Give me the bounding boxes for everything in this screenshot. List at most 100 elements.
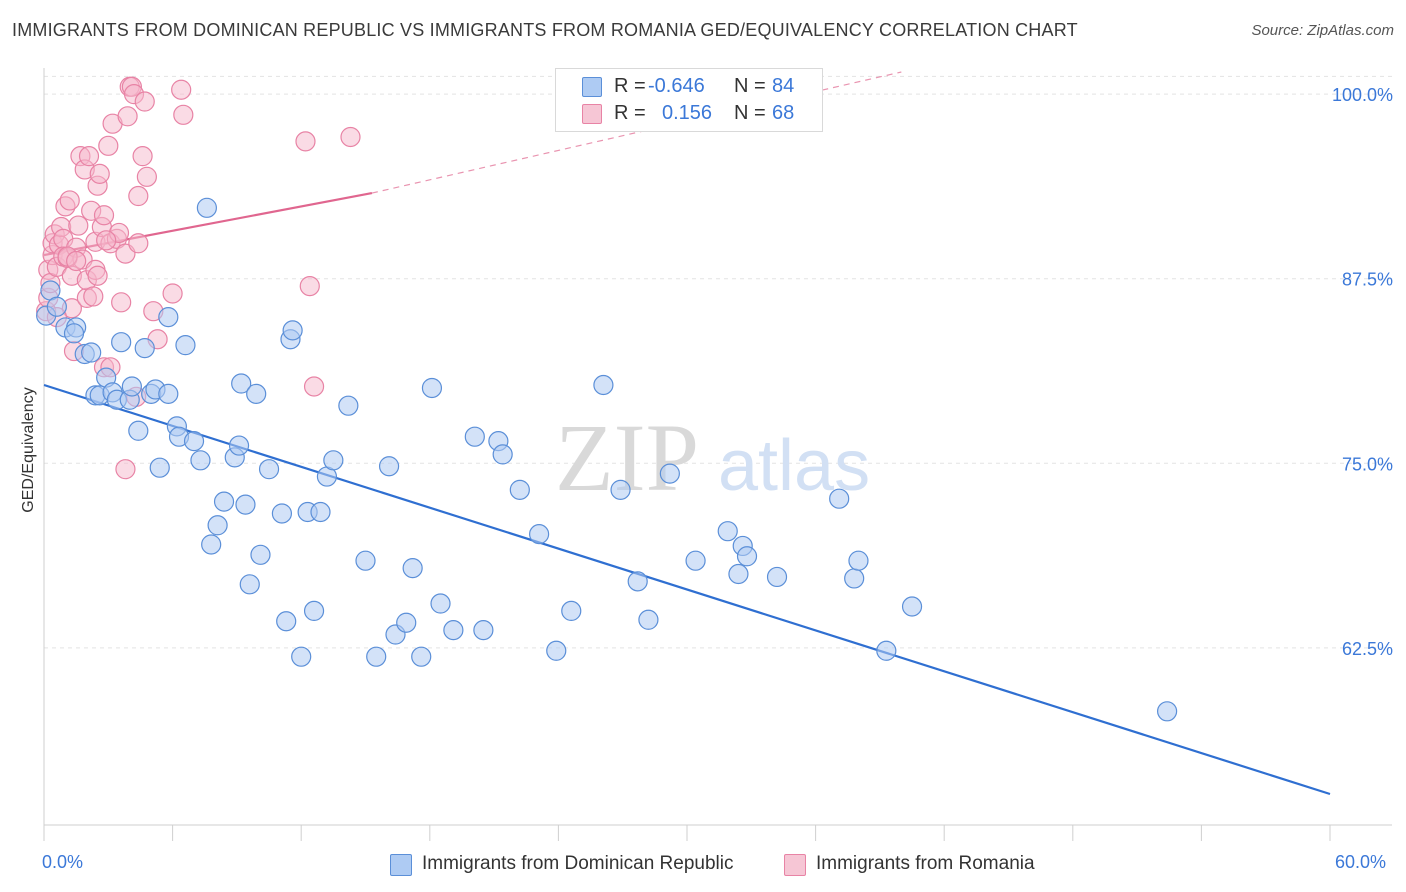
y-tick-labels: 62.5% 75.0% 87.5% 100.0%: [1332, 85, 1393, 659]
romania-point-44: [115, 459, 136, 480]
dominican-point-67: [546, 640, 567, 661]
stats-row-romania: R = 0.156 N = 68: [556, 100, 822, 126]
dominican-point-26: [183, 431, 205, 452]
dominican-point-27: [190, 450, 211, 471]
dominican-point-72: [638, 609, 659, 630]
y-tick-label-3: 100.0%: [1332, 85, 1393, 105]
gridlines: [44, 75, 1392, 649]
dominican-point-66: [529, 524, 550, 545]
romania-point-31: [87, 265, 108, 286]
romania-point-32: [89, 163, 110, 184]
dominican-point-76: [728, 563, 749, 585]
dominican-point-20: [149, 457, 170, 478]
blue-swatch-icon: [390, 854, 412, 876]
dominican-point-70: [610, 479, 631, 500]
dominican-point-80: [829, 488, 850, 509]
dominican-point-25: [175, 335, 196, 356]
dominican-point-82: [848, 550, 869, 571]
dominican-point-17: [134, 338, 155, 359]
x-tick-label-min: 0.0%: [42, 852, 84, 872]
dominican-point-59: [430, 593, 451, 614]
dominican-point-30: [207, 515, 228, 536]
source-credit: Source: ZipAtlas.com: [1251, 22, 1394, 39]
romania-point-25: [78, 146, 100, 167]
dominican-point-58: [421, 377, 443, 399]
dominican-point-51: [355, 550, 376, 571]
dominican-point-75: [717, 521, 738, 542]
dominican-point-38: [250, 544, 271, 565]
dominican-point-50: [338, 395, 359, 416]
romania-point-57: [162, 283, 183, 304]
dominican-point-5: [63, 323, 85, 344]
dominican-point-73: [659, 463, 680, 484]
legend-label: Immigrants from Dominican Republic: [422, 853, 734, 874]
dominican-point-21: [158, 383, 179, 404]
romania-point-54: [136, 166, 157, 187]
chart-title: IMMIGRANTS FROM DOMINICAN REPUBLIC VS IM…: [12, 20, 1078, 40]
x-tick-label-max: 60.0%: [1335, 852, 1387, 872]
legend-label: Immigrants from Romania: [816, 853, 1035, 874]
stats-box: R = -0.646 N = 84 R = 0.156 N = 68: [555, 68, 823, 132]
romania-point-35: [93, 205, 115, 226]
dominican-point-79: [766, 566, 788, 588]
n-value: 84: [772, 75, 795, 97]
n-label: N =: [734, 102, 766, 124]
dominican-point-7: [81, 342, 102, 363]
dominican-point-43: [282, 320, 303, 341]
dominican-point-52: [366, 646, 387, 667]
dominican-point-62: [473, 620, 494, 641]
dominican-point-74: [685, 550, 706, 571]
r-label: R =: [614, 75, 646, 97]
romania-point-45: [117, 106, 138, 127]
romania-point-63: [340, 126, 361, 148]
y-axis-label: GED/Equivalency: [20, 387, 37, 513]
axes: [43, 68, 1392, 841]
dominican-point-64: [492, 444, 513, 465]
dominican-point-15: [121, 376, 142, 397]
watermark: ZIP atlas: [555, 404, 870, 511]
dominican-point-36: [239, 574, 260, 595]
dominican-point-81: [844, 568, 865, 589]
dominican-point-61: [464, 426, 485, 447]
dominican-point-56: [402, 557, 423, 579]
r-value: -0.646: [648, 75, 705, 97]
dominican-point-2: [46, 296, 67, 317]
data-points: [36, 76, 1178, 722]
dominican-point-78: [736, 546, 758, 567]
y-axis-label-wrap: GED/Equivalency: [14, 320, 44, 580]
dominican-trend-line: [43, 383, 1331, 796]
dominican-point-13: [111, 332, 132, 353]
dominican-point-47: [310, 501, 331, 523]
dominican-point-85: [1157, 701, 1178, 722]
romania-point-50: [128, 185, 149, 207]
dominican-point-60: [443, 620, 464, 641]
dominican-point-22: [158, 306, 179, 328]
romania-point-60: [295, 131, 316, 152]
dominican-point-37: [246, 383, 267, 404]
dominican-point-44: [291, 646, 312, 667]
dominican-point-46: [303, 600, 325, 622]
dominican-point-29: [201, 534, 222, 555]
dominican-point-83: [876, 640, 897, 661]
dominican-point-39: [258, 459, 280, 480]
romania-point-52: [132, 146, 153, 167]
dominican-point-69: [593, 374, 614, 396]
dominican-point-33: [228, 435, 250, 456]
dominican-point-35: [235, 494, 256, 515]
romania-point-14: [59, 190, 80, 211]
dominican-point-55: [396, 612, 417, 633]
romania-point-19: [68, 215, 89, 236]
legend: Immigrants from Dominican Republic Immig…: [0, 850, 1406, 880]
romania-point-36: [98, 135, 119, 156]
romania-point-65: [66, 250, 87, 272]
romania-point-53: [134, 91, 155, 112]
romania-point-27: [83, 286, 104, 307]
dominican-point-84: [901, 596, 923, 617]
dominican-point-71: [627, 571, 648, 592]
dominican-point-40: [271, 503, 293, 524]
y-tick-label-0: 62.5%: [1342, 639, 1393, 659]
n-label: N =: [734, 75, 766, 97]
y-tick-label-2: 87.5%: [1342, 270, 1393, 290]
dominican-point-28: [196, 197, 217, 218]
